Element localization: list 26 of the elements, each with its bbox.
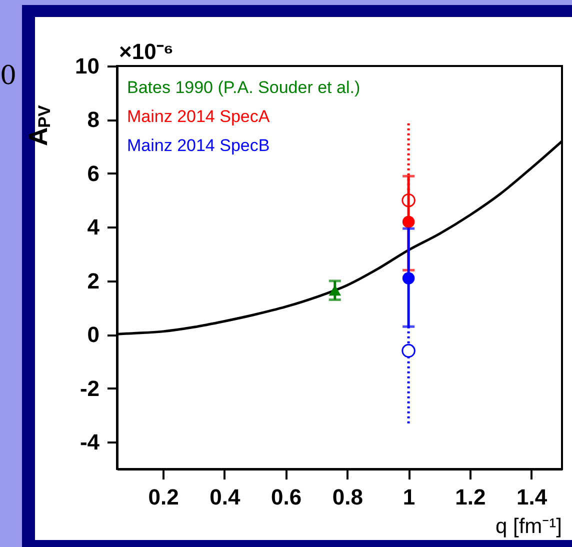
text: ×10⁻⁶: [119, 39, 174, 64]
point: [402, 272, 415, 284]
x-axis-title: q [fm⁻¹]: [495, 515, 562, 538]
point: [402, 344, 416, 358]
y-tick-label: 6: [87, 160, 100, 186]
y-tick-label: 2: [87, 268, 100, 294]
x-tick-label: 1: [402, 484, 416, 510]
text: 0: [0, 61, 17, 91]
x-tick-label: 1.2: [455, 484, 486, 510]
text: Bates 1990 (P.A. Souder et al.): [127, 78, 360, 97]
y-tick-label: 0: [87, 322, 100, 348]
y-tick-label: 10: [75, 54, 100, 78]
text: Mainz 2014 SpecA: [127, 107, 270, 126]
x-tick-label: 0.4: [210, 484, 241, 510]
point: [328, 285, 342, 296]
y-tick-label: 4: [87, 214, 100, 240]
text: Mainz 2014 SpecB: [127, 136, 270, 155]
y-tick-label: -4: [80, 430, 100, 455]
x-tick-label: 0.2: [148, 484, 179, 510]
y-tick-label: -2: [80, 376, 100, 401]
point: [402, 216, 415, 228]
x-tick-label: 1.4: [516, 484, 548, 510]
x-tick-label: 0.6: [270, 484, 302, 510]
y-tick-label: 8: [87, 107, 100, 132]
y-axis-title: APV: [23, 104, 54, 146]
x-tick-label: 0.8: [332, 484, 363, 510]
